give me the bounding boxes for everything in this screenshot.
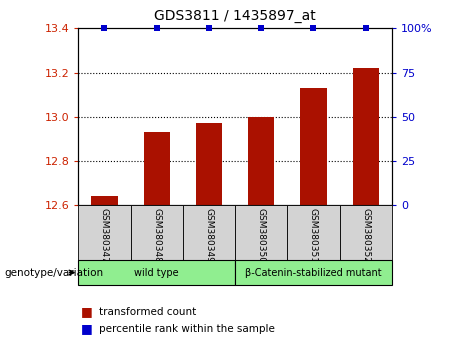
Bar [78, 260, 235, 285]
Bar [130, 205, 183, 260]
Bar [340, 205, 392, 260]
Text: GSM380352: GSM380352 [361, 208, 370, 263]
Bar [196, 124, 222, 205]
Text: GSM380348: GSM380348 [152, 208, 161, 263]
Text: genotype/variation: genotype/variation [5, 268, 104, 278]
Bar [287, 205, 340, 260]
Bar [235, 260, 392, 285]
Bar [144, 132, 170, 205]
Title: GDS3811 / 1435897_at: GDS3811 / 1435897_at [154, 9, 316, 23]
Bar [248, 117, 274, 205]
Text: wild type: wild type [135, 268, 179, 278]
Text: ■: ■ [81, 322, 92, 335]
Bar [183, 205, 235, 260]
Bar [91, 196, 118, 205]
Bar [301, 88, 326, 205]
Bar [78, 205, 130, 260]
Bar [235, 205, 287, 260]
Text: percentile rank within the sample: percentile rank within the sample [99, 324, 275, 333]
Text: β-Catenin-stabilized mutant: β-Catenin-stabilized mutant [245, 268, 382, 278]
Text: ■: ■ [81, 305, 92, 318]
Text: GSM380350: GSM380350 [257, 208, 266, 263]
Text: GSM380351: GSM380351 [309, 208, 318, 263]
Text: transformed count: transformed count [99, 307, 196, 316]
Text: GSM380347: GSM380347 [100, 208, 109, 263]
Bar [353, 68, 379, 205]
Text: GSM380349: GSM380349 [205, 208, 213, 263]
